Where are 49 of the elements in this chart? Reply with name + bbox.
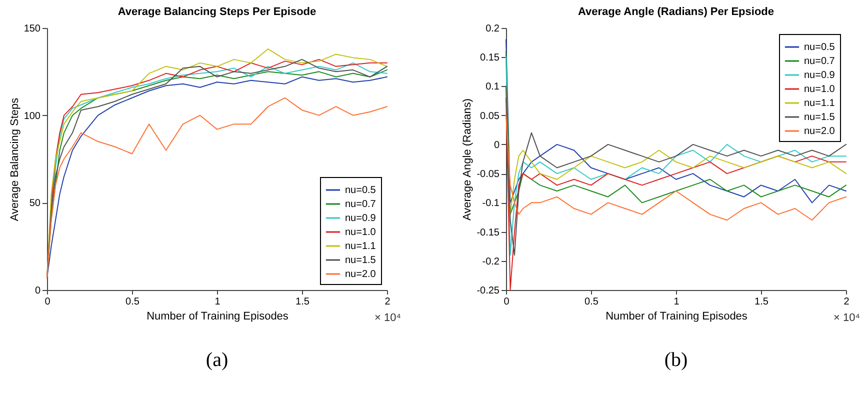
y-tick-label: 100 (24, 110, 41, 122)
x-tick-label: 0.5 (584, 296, 599, 308)
legend-label: nu=1.1 (804, 98, 836, 109)
y-tick-label: 0.2 (486, 24, 500, 34)
y-tick-label: -0.2 (482, 256, 500, 268)
y-axis-title: Average Balancing Steps (8, 97, 21, 222)
chart-title: Average Angle (Radians) Per Epsiode (578, 6, 774, 18)
x-tick-label: 1.5 (296, 296, 310, 308)
y-tick-label: 0.15 (480, 52, 500, 64)
legend-label: nu=0.7 (804, 56, 836, 67)
legend-label: nu=0.5 (804, 42, 836, 53)
y-tick-label: -0.25 (476, 286, 500, 296)
legend-label: nu=0.9 (345, 213, 376, 224)
legend-label: nu=2.0 (804, 126, 836, 137)
legend-label: nu=1.1 (345, 241, 376, 252)
line-series (506, 114, 846, 221)
text: (b) (664, 349, 688, 371)
y-tick-label: -0.05 (476, 169, 500, 180)
legend-label: nu=1.5 (804, 112, 836, 123)
legend-label: nu=0.5 (345, 185, 376, 196)
y-tick-label: 0.1 (486, 82, 500, 93)
x-axis-title: Number of Training Episodes (146, 310, 289, 322)
x-tick-label: 2 (844, 296, 850, 308)
y-axis-title: Average Angle (Radians) (462, 98, 474, 221)
x-tick-label: 1 (674, 296, 680, 308)
y-tick-label: 0 (34, 286, 41, 296)
chart-title: Average Balancing Steps Per Episode (118, 6, 316, 18)
legend-label: nu=1.0 (804, 84, 836, 95)
x-tick-label: 1 (214, 296, 221, 308)
y-tick-label: -0.15 (476, 227, 500, 238)
x-axis-title: Number of Training Episodes (606, 310, 748, 322)
text: (a) (206, 349, 228, 371)
y-tick-label: 0 (494, 140, 500, 151)
legend-label: nu=1.5 (345, 255, 376, 266)
legend-label: nu=0.9 (804, 70, 836, 81)
y-tick-label: 0.05 (480, 110, 500, 122)
text: × 10⁴ (374, 312, 402, 324)
x-tick-label: 0.5 (126, 296, 140, 308)
text: × 10⁴ (834, 312, 860, 324)
y-tick-label: 150 (24, 24, 41, 34)
legend-label: nu=1.0 (345, 227, 376, 238)
legend-label: nu=2.0 (345, 269, 376, 280)
legend-label: nu=0.7 (345, 199, 376, 210)
x-tick-label: 0 (504, 296, 510, 308)
x-tick-label: 0 (44, 296, 51, 308)
y-tick-label: -0.1 (482, 198, 500, 210)
y-tick-label: 50 (29, 198, 41, 210)
x-tick-label: 1.5 (754, 296, 769, 308)
x-tick-label: 2 (384, 296, 391, 308)
